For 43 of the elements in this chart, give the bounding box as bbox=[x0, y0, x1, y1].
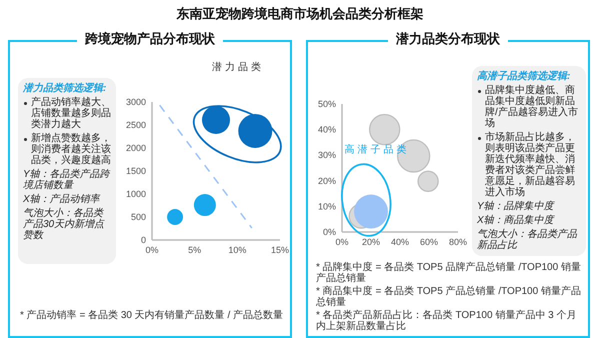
x-tick-label: 0% bbox=[335, 237, 349, 247]
x-tick-label: 20% bbox=[362, 237, 380, 247]
x-tick-label: 60% bbox=[420, 237, 438, 247]
y-tick-label: 3000 bbox=[126, 97, 146, 107]
text: * 商品集中度 = 各品类 TOP5 产品总销量 /TOP100 销量产品总销量 bbox=[316, 286, 582, 308]
y-tick-label: 0 bbox=[140, 235, 146, 245]
y-tick-label: 10% bbox=[318, 201, 336, 212]
text: 气泡大小：各品类产品30天内新增点赞数 bbox=[23, 208, 106, 241]
y-tick-label: 50% bbox=[318, 99, 336, 109]
chart-title: 东南亚宠物跨境电商市场机会品类分析框架 bbox=[176, 5, 424, 23]
text: 潜力品类 bbox=[212, 61, 264, 73]
text: Y轴：各品类产品跨境店铺数量 bbox=[23, 169, 111, 191]
x-tick-label: 80% bbox=[448, 237, 468, 247]
y-tick-label: 30% bbox=[318, 150, 336, 160]
y-tick-label: 2000 bbox=[126, 143, 146, 153]
x-tick-label: 10% bbox=[228, 245, 246, 255]
chart-subtitle: 潜力品类分布现状 bbox=[388, 31, 508, 46]
text: Y轴：品牌集中度 bbox=[477, 201, 556, 212]
y-tick-label: 1500 bbox=[126, 166, 146, 176]
text: * 品牌集中度 = 各品类 TOP5 品牌产品总销量 /TOP100 销量产品总销量 bbox=[316, 262, 582, 284]
text: * 各品类产品新品占比：各品类 TOP100 销量产品中 3 个月内上架新品数量占比 bbox=[316, 310, 578, 332]
x-tick-label: 15% bbox=[270, 245, 290, 255]
y-tick-label: 20% bbox=[318, 176, 336, 186]
annotation: 高潜子品类 bbox=[344, 144, 410, 156]
text: 新增点赞数越多，则消费者越关注该品类，兴趣度越高 bbox=[23, 133, 111, 166]
y-tick-label: 0% bbox=[322, 227, 336, 237]
text: 潜力品类筛选逻辑: bbox=[23, 83, 108, 94]
text: 高潜子品类筛选逻辑: bbox=[477, 71, 572, 82]
text: 气泡大小：各品类产品新品占比 bbox=[477, 229, 578, 251]
x-tick-label: 0% bbox=[145, 245, 159, 255]
text: 品牌集中度越低、商品集中度越低则新品牌/产品越容易进入市场 bbox=[477, 85, 581, 129]
chart-subtitle: 跨境宠物产品分布现状 bbox=[77, 31, 223, 46]
y-tick-label: 500 bbox=[130, 212, 146, 222]
text: * 产品动销率 = 各品类 30 天内有销量产品数量 / 产品总数量 bbox=[20, 310, 284, 321]
text: 产品动销率越大、店铺数量越多则品类潜力越大 bbox=[23, 97, 111, 130]
text: X轴：商品集中度 bbox=[477, 215, 556, 226]
x-tick-label: 5% bbox=[188, 245, 202, 255]
y-tick-label: 40% bbox=[318, 124, 336, 135]
text: X轴：产品动销率 bbox=[23, 194, 102, 205]
y-tick-label: 1000 bbox=[126, 189, 146, 199]
text: 市场新品占比越多，则表明该品类产品更新迭代频率越快、消费者对该类产品尝鲜意愿足，新品越容易进入市场 bbox=[477, 132, 581, 198]
y-tick-label: 2500 bbox=[126, 120, 146, 130]
x-tick-label: 40% bbox=[390, 237, 410, 247]
